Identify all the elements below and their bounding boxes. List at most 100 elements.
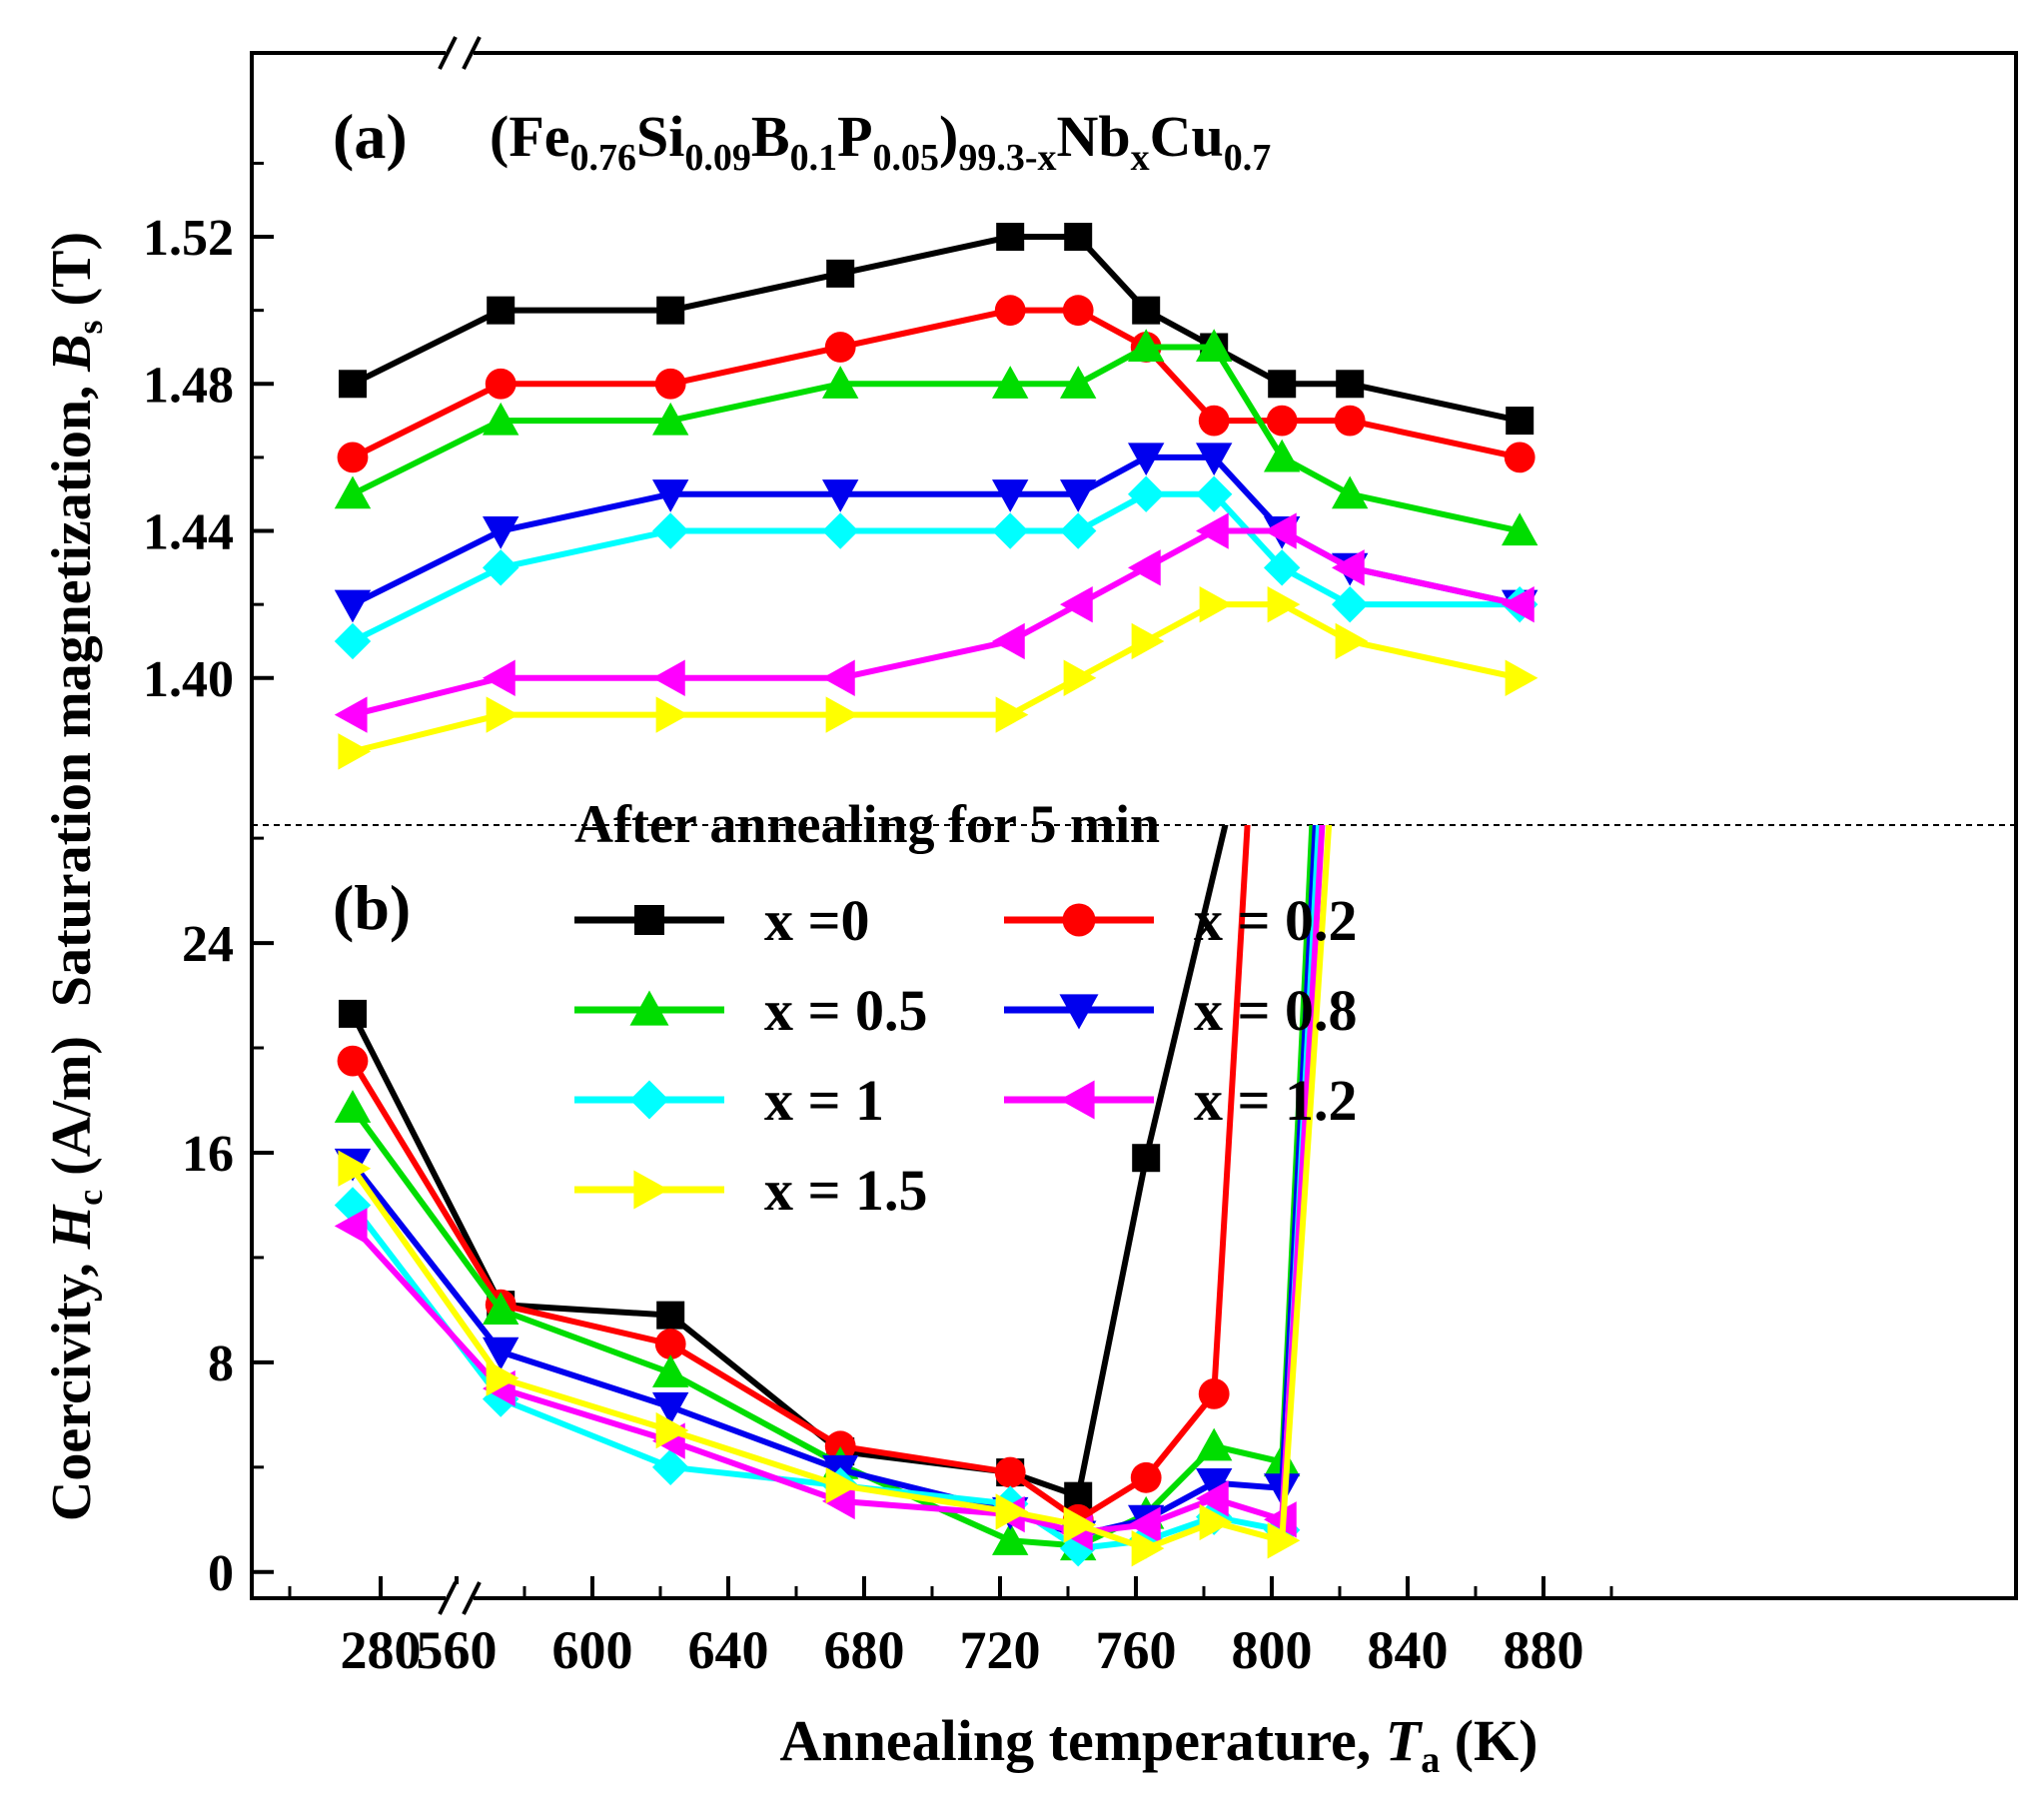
marker-triangle-up: [629, 990, 669, 1026]
y-axis-title-b-unit: (A/m): [41, 1036, 103, 1190]
legend-entry: x = 1.2: [1004, 1068, 1358, 1133]
x-tick-label: 600: [552, 1620, 633, 1680]
marker-square: [634, 905, 664, 935]
marker-triangle-up: [1128, 329, 1165, 363]
formula-part: Si: [636, 104, 684, 169]
formula-part: 0.1: [790, 137, 838, 179]
marker-square: [656, 1301, 685, 1330]
y-tick-label: 8: [208, 1336, 234, 1392]
formula-part: 0.05: [873, 137, 940, 179]
marker-triangle-down: [1196, 443, 1233, 476]
marker-triangle-up: [1264, 439, 1301, 472]
marker-triangle-left: [483, 659, 515, 696]
marker-square: [1506, 407, 1534, 436]
marker-triangle-down: [652, 1391, 689, 1425]
marker-circle: [1198, 1377, 1230, 1409]
axis-break-mark: [438, 36, 458, 70]
marker-triangle-right: [995, 696, 1029, 733]
marker-triangle-left: [1264, 1501, 1297, 1538]
series-a: [334, 512, 1534, 733]
marker-triangle-right: [825, 1466, 859, 1504]
marker-diamond: [652, 512, 689, 549]
marker-circle: [1062, 903, 1096, 937]
marker-triangle-left: [1128, 1506, 1161, 1543]
marker-diamond: [652, 1448, 689, 1486]
panel-a-series: [334, 223, 1538, 770]
y-axis-title-b-symbol: H: [41, 1204, 103, 1250]
series-b: [338, 825, 1333, 1567]
y-tick-label: 1.52: [143, 210, 234, 267]
marker-triangle-right: [338, 733, 372, 770]
legend-label: x = 1.2: [1194, 1068, 1358, 1133]
y-tick-label: 16: [182, 1126, 234, 1183]
marker-triangle-up: [652, 402, 689, 436]
x-axis-title-symbol: T: [1386, 1708, 1424, 1773]
panel-label-b: (b): [333, 872, 411, 943]
marker-triangle-down: [483, 515, 519, 549]
marker-triangle-left: [1264, 512, 1297, 549]
marker-triangle-up: [652, 1354, 689, 1387]
x-axis-title: Annealing temperature, Ta (K): [780, 1708, 1538, 1781]
marker-triangle-left: [1128, 549, 1161, 586]
y-tick-label: 0: [208, 1545, 234, 1602]
formula-part: P: [837, 104, 872, 169]
marker-triangle-left: [1196, 512, 1229, 549]
axis-break-mark: [438, 1581, 458, 1615]
axis-break-mark: [462, 36, 482, 70]
marker-triangle-left: [1502, 585, 1534, 623]
marker-square: [1132, 1144, 1161, 1173]
marker-circle: [824, 332, 856, 363]
marker-diamond: [1196, 475, 1233, 512]
y-axis-title-a: Saturation magnetization, Bs (T): [41, 232, 110, 1007]
x-tick-label: 800: [1232, 1620, 1313, 1680]
formula-part: x: [1131, 137, 1150, 179]
x-tick-label: 880: [1504, 1620, 1584, 1680]
y-axis-title-a-sub: s: [70, 321, 110, 335]
marker-square: [826, 259, 855, 288]
x-tick-label: 840: [1368, 1620, 1449, 1680]
formula-part: 99.3-x: [958, 137, 1056, 179]
marker-triangle-left: [334, 1208, 368, 1245]
series-a: [334, 329, 1538, 546]
marker-triangle-up: [1196, 329, 1233, 363]
marker-circle: [1266, 405, 1298, 437]
marker-triangle-right: [338, 1150, 372, 1187]
formula-part: Nb: [1056, 104, 1130, 169]
legend-entry: x = 0.2: [1004, 888, 1358, 953]
series-line: [350, 825, 1326, 1536]
formula-part: 0.76: [570, 137, 637, 179]
marker-triangle-up: [992, 1522, 1029, 1555]
x-tick-label: 760: [1096, 1620, 1177, 1680]
marker-triangle-down: [1059, 994, 1099, 1030]
marker-triangle-down: [483, 1337, 519, 1370]
x-tick-label: 640: [688, 1620, 769, 1680]
marker-triangle-up: [334, 475, 372, 509]
marker-square: [656, 296, 685, 325]
legend-entry: x = 1.5: [574, 1158, 928, 1223]
x-tick-label: 720: [960, 1620, 1041, 1680]
marker-triangle-left: [1059, 1080, 1095, 1120]
marker-triangle-right: [1335, 622, 1369, 660]
series-a: [338, 585, 1538, 770]
marker-triangle-left: [992, 622, 1025, 660]
marker-triangle-left: [1332, 549, 1365, 586]
marker-circle: [337, 1045, 369, 1077]
x-tick-label: 280: [341, 1620, 422, 1680]
y-tick-label: 24: [182, 916, 234, 973]
marker-diamond: [1060, 1529, 1097, 1567]
marker-triangle-right: [1505, 659, 1538, 696]
marker-diamond: [334, 622, 372, 660]
series-line: [350, 825, 1316, 1549]
marker-triangle-right: [1199, 1503, 1233, 1541]
marker-triangle-left: [334, 696, 368, 733]
formula-part: Cu: [1150, 104, 1224, 169]
marker-circle: [994, 295, 1026, 327]
formula-part: 0.09: [684, 137, 751, 179]
marker-square: [339, 370, 367, 399]
marker-circle: [485, 368, 516, 400]
marker-triangle-up: [1502, 512, 1538, 546]
marker-triangle-up: [1332, 475, 1369, 509]
marker-triangle-right: [1063, 1506, 1097, 1543]
x-axis-title-sub: a: [1421, 1739, 1440, 1781]
series-line: [350, 825, 1333, 1552]
